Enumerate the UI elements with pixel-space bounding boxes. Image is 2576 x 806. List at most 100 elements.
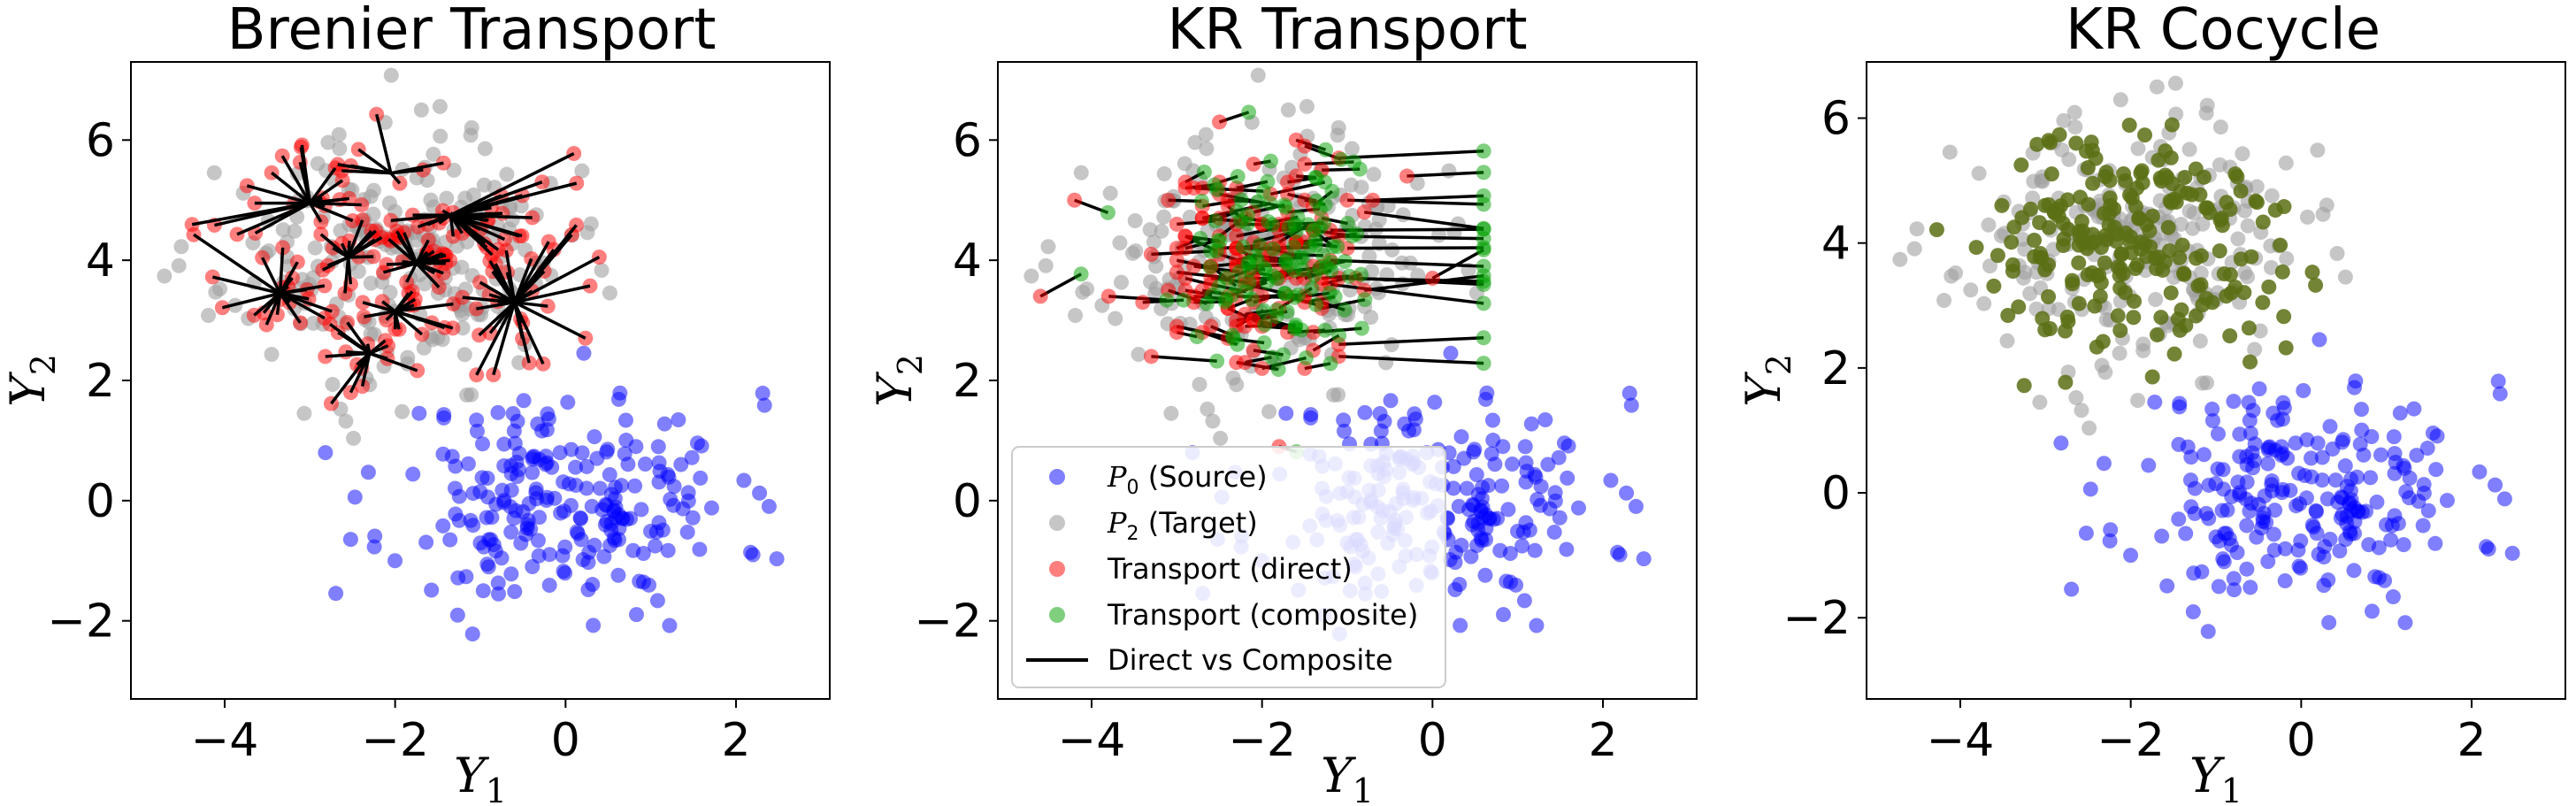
transport-composite-point [1476, 143, 1491, 159]
target-point [296, 405, 312, 421]
target-point [1113, 274, 1129, 290]
source-point [2211, 579, 2227, 595]
transport-line [261, 257, 282, 295]
target-point [1198, 127, 1214, 142]
target-point [325, 377, 341, 393]
transport-direct-point [1339, 192, 1355, 208]
target-point [2249, 179, 2265, 195]
source-point [490, 586, 506, 602]
source-point [1477, 567, 1493, 583]
source-point [342, 532, 358, 548]
transport-composite-point [1277, 199, 1293, 215]
target-point [2240, 218, 2256, 234]
source-point [2123, 548, 2139, 564]
cocycle-point [2195, 297, 2211, 313]
target-point [1205, 413, 1221, 429]
cocycle-point [2110, 259, 2126, 275]
transport-direct-point [1356, 204, 1372, 220]
cocycle-point [2072, 189, 2088, 205]
source-point [507, 584, 523, 600]
target-point [1280, 102, 1296, 118]
source-point [2183, 449, 2199, 465]
transport-composite-point [1209, 181, 1225, 197]
source-point [756, 397, 772, 413]
source-point [2171, 511, 2187, 527]
cocycle-point [1990, 248, 2005, 264]
cocycle-point [2144, 369, 2160, 385]
transport-line [360, 353, 372, 387]
source-point [610, 567, 626, 583]
target-point [1199, 141, 1215, 157]
transport-composite-point [1270, 361, 1286, 377]
source-point [1516, 593, 1532, 609]
target-point [1200, 401, 1215, 417]
cocycle-point [2128, 199, 2143, 215]
source-point [436, 410, 452, 426]
transport-line [416, 258, 450, 265]
source-point [2172, 399, 2188, 415]
legend-label-composite: Transport (composite) [1107, 598, 1418, 632]
source-point [2296, 382, 2312, 398]
source-point [2226, 571, 2242, 587]
source-point [540, 411, 556, 427]
target-point [171, 257, 187, 273]
source-point [1570, 500, 1586, 516]
transport-line [330, 352, 372, 405]
source-point [661, 469, 677, 485]
source-point [318, 445, 334, 461]
source-point [650, 439, 666, 455]
source-point [2439, 493, 2455, 509]
cocycle-point [2176, 265, 2192, 281]
source-point [1336, 412, 1352, 428]
cocycle-point [2016, 378, 2032, 394]
source-point [2215, 462, 2231, 478]
source-point [1623, 397, 1639, 413]
source-point [2386, 429, 2402, 445]
source-point [1556, 435, 1572, 451]
source-point [2396, 460, 2412, 476]
transport-composite-point [1257, 262, 1273, 278]
target-point [331, 127, 347, 142]
transport-direct-point [1229, 355, 1245, 371]
cocycle-point [2153, 310, 2169, 326]
transport-direct-point [1100, 288, 1116, 304]
source-point [458, 569, 474, 585]
target-point [1299, 98, 1315, 114]
transport-composite-point [1100, 204, 1116, 220]
source-point [556, 474, 571, 490]
cocycle-point [2166, 191, 2182, 207]
panel-title: Brenier Transport [227, 0, 717, 63]
transport-composite-point [1315, 248, 1331, 264]
transport-composite-point [1255, 303, 1271, 319]
source-point [663, 491, 678, 507]
transport-direct-point [1186, 258, 1202, 274]
source-point [1517, 439, 1533, 455]
source-point [2064, 581, 2080, 597]
transport-direct-point [1169, 319, 1184, 334]
source-point [530, 533, 546, 549]
x-axis-label: Y1 [1321, 748, 1374, 806]
source-point [2103, 522, 2119, 538]
target-point [287, 223, 303, 239]
transport-composite-point [1339, 216, 1355, 232]
source-point [2428, 462, 2444, 478]
cocycle-point [2102, 190, 2118, 206]
source-point [1559, 541, 1575, 557]
direct-vs-composite-line [1346, 246, 1484, 250]
target-point [212, 281, 228, 297]
source-point [2369, 494, 2385, 510]
transport-composite-point [1208, 213, 1223, 229]
transport-line [398, 236, 418, 265]
target-point [1187, 134, 1203, 150]
source-point [1373, 423, 1389, 439]
cocycle-point [2178, 318, 2194, 334]
transport-line [395, 310, 433, 325]
target-point [426, 146, 441, 162]
cocycle-point [2032, 215, 2048, 231]
legend-marker-source [1049, 469, 1065, 485]
target-point [602, 285, 617, 301]
transport-direct-point [1177, 228, 1193, 244]
source-point [460, 456, 476, 472]
transport-direct-point [1161, 192, 1177, 208]
transport-composite-point [1298, 350, 1314, 366]
